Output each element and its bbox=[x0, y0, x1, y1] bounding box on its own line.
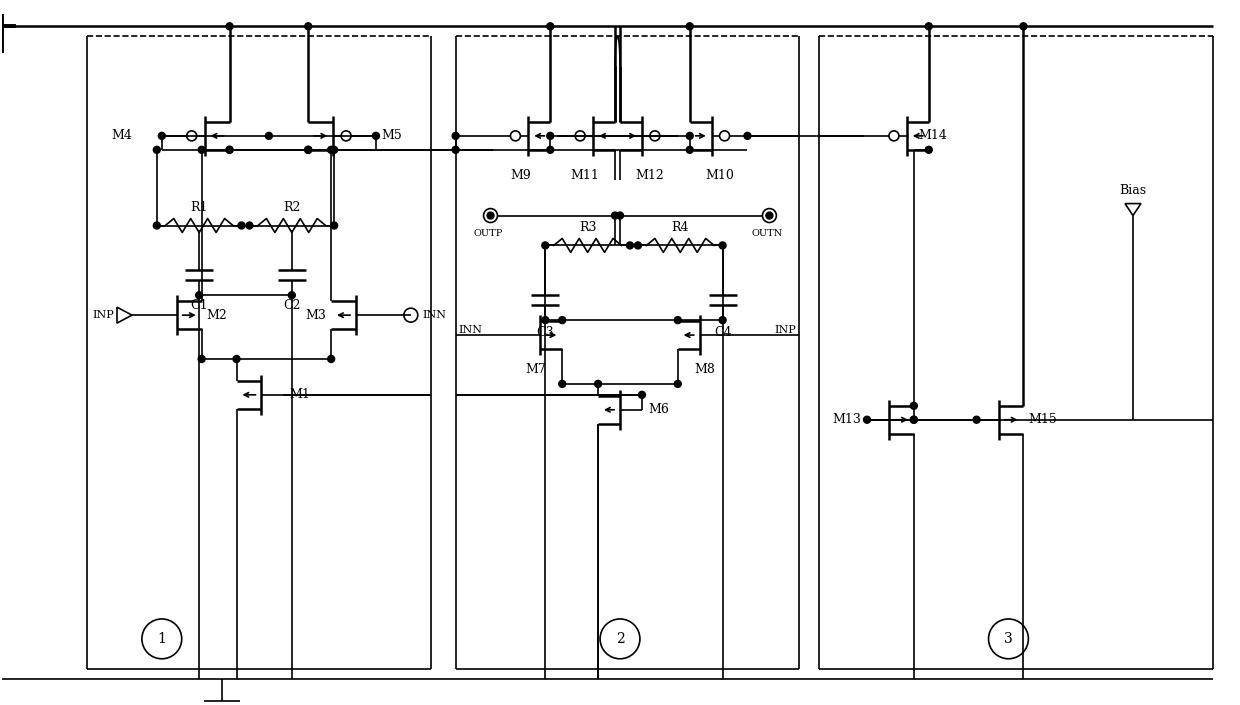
Circle shape bbox=[542, 242, 549, 249]
Text: INP: INP bbox=[775, 325, 796, 335]
Circle shape bbox=[238, 222, 246, 229]
Text: C3: C3 bbox=[537, 326, 554, 338]
Circle shape bbox=[327, 355, 335, 362]
Circle shape bbox=[226, 147, 233, 153]
Circle shape bbox=[1021, 23, 1027, 30]
Circle shape bbox=[675, 381, 681, 387]
Circle shape bbox=[453, 133, 459, 140]
Circle shape bbox=[719, 317, 727, 324]
Circle shape bbox=[327, 147, 335, 153]
Text: M11: M11 bbox=[570, 169, 600, 182]
Text: R4: R4 bbox=[672, 221, 689, 234]
Circle shape bbox=[547, 147, 554, 153]
Text: 3: 3 bbox=[1004, 632, 1013, 646]
Circle shape bbox=[559, 317, 565, 324]
Circle shape bbox=[766, 212, 773, 219]
Circle shape bbox=[744, 133, 751, 140]
Circle shape bbox=[289, 292, 295, 299]
Text: M8: M8 bbox=[694, 364, 715, 376]
Circle shape bbox=[196, 292, 202, 299]
Circle shape bbox=[910, 403, 918, 410]
Circle shape bbox=[246, 222, 253, 229]
Circle shape bbox=[973, 416, 980, 423]
Text: OUTP: OUTP bbox=[474, 229, 503, 238]
Text: M15: M15 bbox=[1028, 413, 1058, 427]
Circle shape bbox=[686, 23, 693, 30]
Circle shape bbox=[547, 23, 554, 30]
Text: M5: M5 bbox=[381, 129, 402, 142]
Circle shape bbox=[305, 147, 311, 153]
Circle shape bbox=[559, 381, 565, 387]
Text: INP: INP bbox=[92, 310, 114, 320]
Text: OUTN: OUTN bbox=[751, 229, 782, 238]
Circle shape bbox=[265, 133, 273, 140]
Circle shape bbox=[675, 317, 681, 324]
Circle shape bbox=[453, 147, 459, 153]
Text: 1: 1 bbox=[157, 632, 166, 646]
Circle shape bbox=[226, 147, 233, 153]
Circle shape bbox=[910, 416, 918, 423]
Text: 2: 2 bbox=[615, 632, 625, 646]
Text: M6: M6 bbox=[647, 403, 668, 416]
Text: M13: M13 bbox=[832, 413, 861, 427]
Text: M9: M9 bbox=[510, 169, 531, 182]
Circle shape bbox=[154, 147, 160, 153]
Text: M3: M3 bbox=[305, 309, 326, 321]
Circle shape bbox=[305, 147, 311, 153]
Circle shape bbox=[154, 222, 160, 229]
Circle shape bbox=[925, 147, 932, 153]
Text: M4: M4 bbox=[112, 129, 131, 142]
Circle shape bbox=[686, 133, 693, 140]
Circle shape bbox=[331, 147, 337, 153]
Circle shape bbox=[719, 242, 727, 249]
Text: R3: R3 bbox=[579, 221, 596, 234]
Circle shape bbox=[226, 23, 233, 30]
Circle shape bbox=[925, 23, 932, 30]
Circle shape bbox=[863, 416, 870, 423]
Circle shape bbox=[635, 242, 641, 249]
Circle shape bbox=[595, 381, 601, 387]
Circle shape bbox=[616, 212, 624, 219]
Circle shape bbox=[910, 416, 918, 423]
Text: M7: M7 bbox=[525, 364, 546, 376]
Text: Bias: Bias bbox=[1120, 184, 1147, 197]
Circle shape bbox=[372, 133, 379, 140]
Text: M1: M1 bbox=[289, 388, 310, 401]
Circle shape bbox=[331, 222, 337, 229]
Circle shape bbox=[233, 355, 241, 362]
Text: INN: INN bbox=[423, 310, 446, 320]
Text: R2: R2 bbox=[283, 201, 300, 214]
Circle shape bbox=[159, 133, 165, 140]
Text: M2: M2 bbox=[207, 309, 227, 321]
Circle shape bbox=[686, 147, 693, 153]
Circle shape bbox=[542, 317, 549, 324]
Text: INN: INN bbox=[459, 325, 482, 335]
Circle shape bbox=[198, 355, 205, 362]
Text: M10: M10 bbox=[706, 169, 734, 182]
Circle shape bbox=[547, 133, 554, 140]
Circle shape bbox=[305, 23, 311, 30]
Circle shape bbox=[611, 212, 619, 219]
Text: R1: R1 bbox=[191, 201, 208, 214]
Text: C2: C2 bbox=[283, 299, 300, 312]
Text: C1: C1 bbox=[191, 299, 208, 312]
Circle shape bbox=[639, 391, 645, 398]
Text: M14: M14 bbox=[919, 129, 947, 142]
Text: C4: C4 bbox=[714, 326, 732, 338]
Text: M12: M12 bbox=[636, 169, 665, 182]
Circle shape bbox=[626, 242, 634, 249]
Circle shape bbox=[487, 212, 494, 219]
Circle shape bbox=[198, 147, 205, 153]
